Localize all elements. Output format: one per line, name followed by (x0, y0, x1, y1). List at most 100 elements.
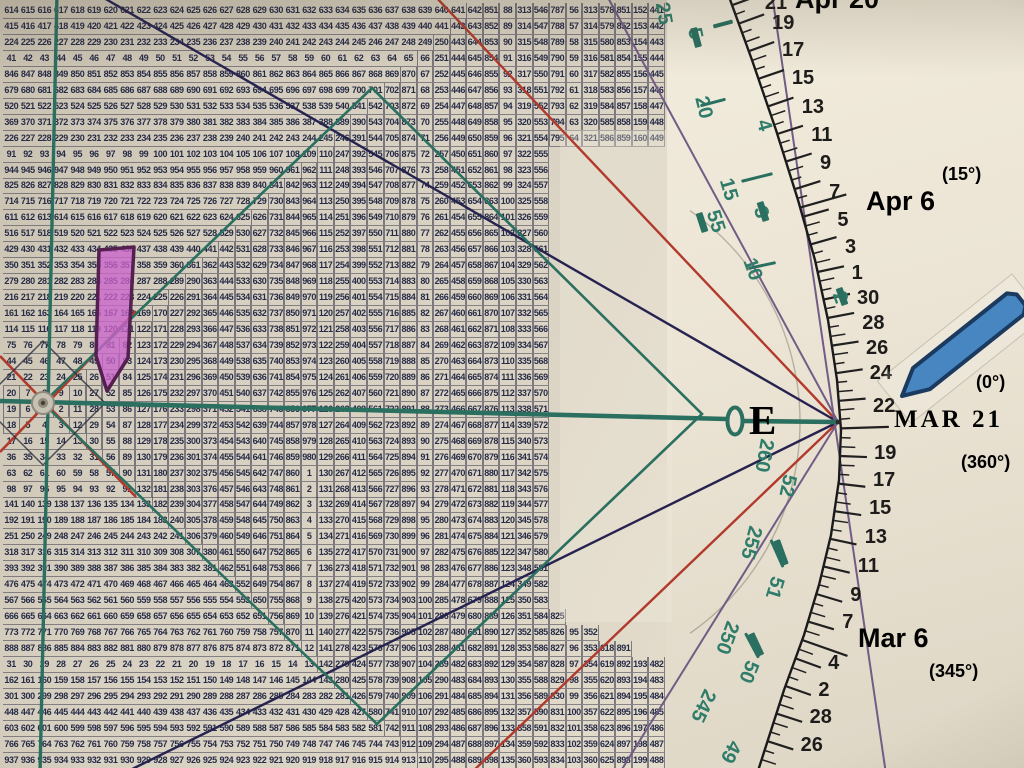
date-arc-label: 28 (862, 312, 884, 334)
green-horizontal-arm (742, 418, 839, 425)
table-row: 448 447 446 445 444 443 442 441 440 439 438 437 436 4… (3, 704, 665, 721)
date-arc-edge (728, 0, 843, 768)
date-arc-label: 7 (829, 181, 840, 203)
table-row: 4142434445464748495051525354555657585960… (3, 50, 665, 67)
date-arc-tick (810, 235, 837, 246)
date-arc-tick (776, 124, 804, 136)
date-arc-tick (751, 54, 767, 62)
hub-point (835, 419, 841, 425)
table-row: 6666656646636626616606596586576566556546… (3, 609, 566, 626)
date-arc-tick (821, 574, 837, 580)
table-row: 301 300 299 298 297 296 295 294 293 292 291 290 289 2… (3, 688, 665, 705)
date-arc-tick (839, 464, 855, 467)
table-row: 516 517 518 519 520 521 522 523 524 525 526 527 528 5… (3, 226, 550, 243)
date-arc-tick (825, 556, 841, 562)
table-row: 679 680 681 682 683 684 685 686 687 688 689 690 691 6… (3, 82, 665, 99)
date-arc-label: 9 (850, 584, 861, 606)
date-arc-tick (807, 231, 818, 236)
purple-hub-line (608, 0, 839, 423)
date-arc-tick (801, 638, 848, 657)
date-arc-tick (835, 368, 863, 375)
diamond-small (0, 339, 107, 467)
date-label-apr6: Apr 6 (866, 186, 936, 216)
pink-pointer (94, 245, 136, 393)
date-arc-tick (773, 722, 788, 729)
date-arc-tick (813, 602, 824, 607)
purple-hub-line (771, 0, 887, 768)
date-arc-tick (840, 417, 851, 420)
date-arc-tick (785, 684, 812, 697)
date-arc-tick (785, 152, 813, 163)
date-arc-tick (791, 176, 802, 181)
date-arc-tick (838, 397, 866, 402)
table-row: 825 826 827 828 829 830 831 832 833 834 835 836 837 8… (3, 178, 550, 195)
date-arc-tick (802, 208, 830, 218)
date-arc-tick (839, 473, 850, 476)
table-row: 603 602 601 600 599 598 597 596 595 594 593 592 591 5… (3, 720, 665, 737)
date-arc-tick (767, 96, 794, 108)
date-arc-label: 17 (873, 469, 895, 491)
table-row: 937 936 935 934 933 932 931 930 929 928 927 926 925 9… (3, 752, 665, 768)
date-arc-label: 11 (858, 555, 879, 577)
date-arc-tick (770, 731, 781, 736)
table-row: 36 35 34 33 32 31 56 89 130 179 236 301 374 455 544 641… (3, 449, 550, 466)
date-arc-tick (807, 620, 835, 631)
date-arc-label: 1 (852, 262, 863, 284)
date-arc-tick (767, 740, 794, 751)
date-arc-label: 17 (782, 39, 804, 61)
navy-hub-line (104, 0, 839, 424)
date-arc-label: 7 (842, 611, 853, 633)
date-arc-tick (819, 277, 835, 282)
date-arc-tick (788, 165, 804, 172)
table-row: 415 416 417 418 419 420 421 422 423 424 425 426 427 4… (3, 18, 665, 35)
date-arc-tick (817, 265, 845, 274)
degree-label-15: (15°) (942, 164, 982, 184)
date-arc-tick (833, 351, 849, 356)
date-label-mar21: MAR 21 (894, 406, 1003, 433)
date-arc-tick (735, 10, 746, 16)
date-arc-label: 15 (869, 497, 891, 519)
date-arc-tick (776, 712, 803, 723)
date-arc-tick (797, 194, 808, 200)
table-row: 714 715 716 717 718 719 720 721 722 723 724 725 726 7… (3, 194, 550, 211)
date-arc-tick (761, 84, 772, 89)
date-arc-tick (818, 584, 829, 589)
table-row: 226 227 228 229 230 231 232 233 234 235 236 237 238 2… (3, 130, 665, 147)
date-arc-tick (761, 758, 777, 765)
date-arc-tick (827, 311, 855, 320)
date-arc-tick (825, 305, 836, 310)
table-row: 1854312295487128177234299372453542639744… (3, 417, 550, 434)
degree-label-360: (360°) (961, 452, 1011, 472)
date-arc-tick (828, 324, 840, 328)
green-index-loop (725, 405, 745, 437)
east-pointer-letter: E (749, 397, 777, 443)
table-row: 31 30 29 28 27 26 25 24 23 22 21 20 19 18 17 16 15 14 13 14… (3, 656, 665, 673)
red-hub-line (437, 0, 839, 423)
blue-arrow-icon (900, 291, 1024, 398)
date-arc-tick (782, 147, 798, 154)
table-row: 4764754744734724714704694684674664654644… (3, 577, 550, 594)
table-row: 2122232425265184125174231296369450539636… (3, 369, 550, 386)
date-arc-tick (794, 180, 821, 191)
date-arc-label: 5 (837, 209, 848, 231)
table-row: 520 521 522 523 524 525 526 527 528 529 530 531 532 5… (3, 98, 665, 115)
date-arc-tick (799, 193, 847, 209)
date-arc-label: 22 (873, 395, 895, 417)
date-arc-tick (770, 110, 786, 117)
date-arc-tick (795, 657, 822, 669)
blue-pointer (876, 273, 1024, 425)
date-arc-label: 21 (765, 0, 787, 14)
green-horizontal-arm (0, 398, 728, 422)
date-arc-tick (831, 340, 859, 347)
date-arc-tick (823, 292, 851, 301)
table-row: 9897969594939291132181238303376457546643… (3, 481, 550, 498)
table-row: 1141151161171181191201211221712282933664… (3, 322, 550, 338)
date-arc-label: 9 (820, 152, 831, 174)
date-arc-tick (837, 492, 848, 495)
date-arc-tick (731, 0, 750, 7)
date-arc-label: 13 (802, 96, 824, 118)
green-diamond-large (41, 86, 704, 726)
table-row: 3503513523533543553563573583593603613624… (3, 258, 550, 275)
date-arc-tick (788, 676, 799, 681)
